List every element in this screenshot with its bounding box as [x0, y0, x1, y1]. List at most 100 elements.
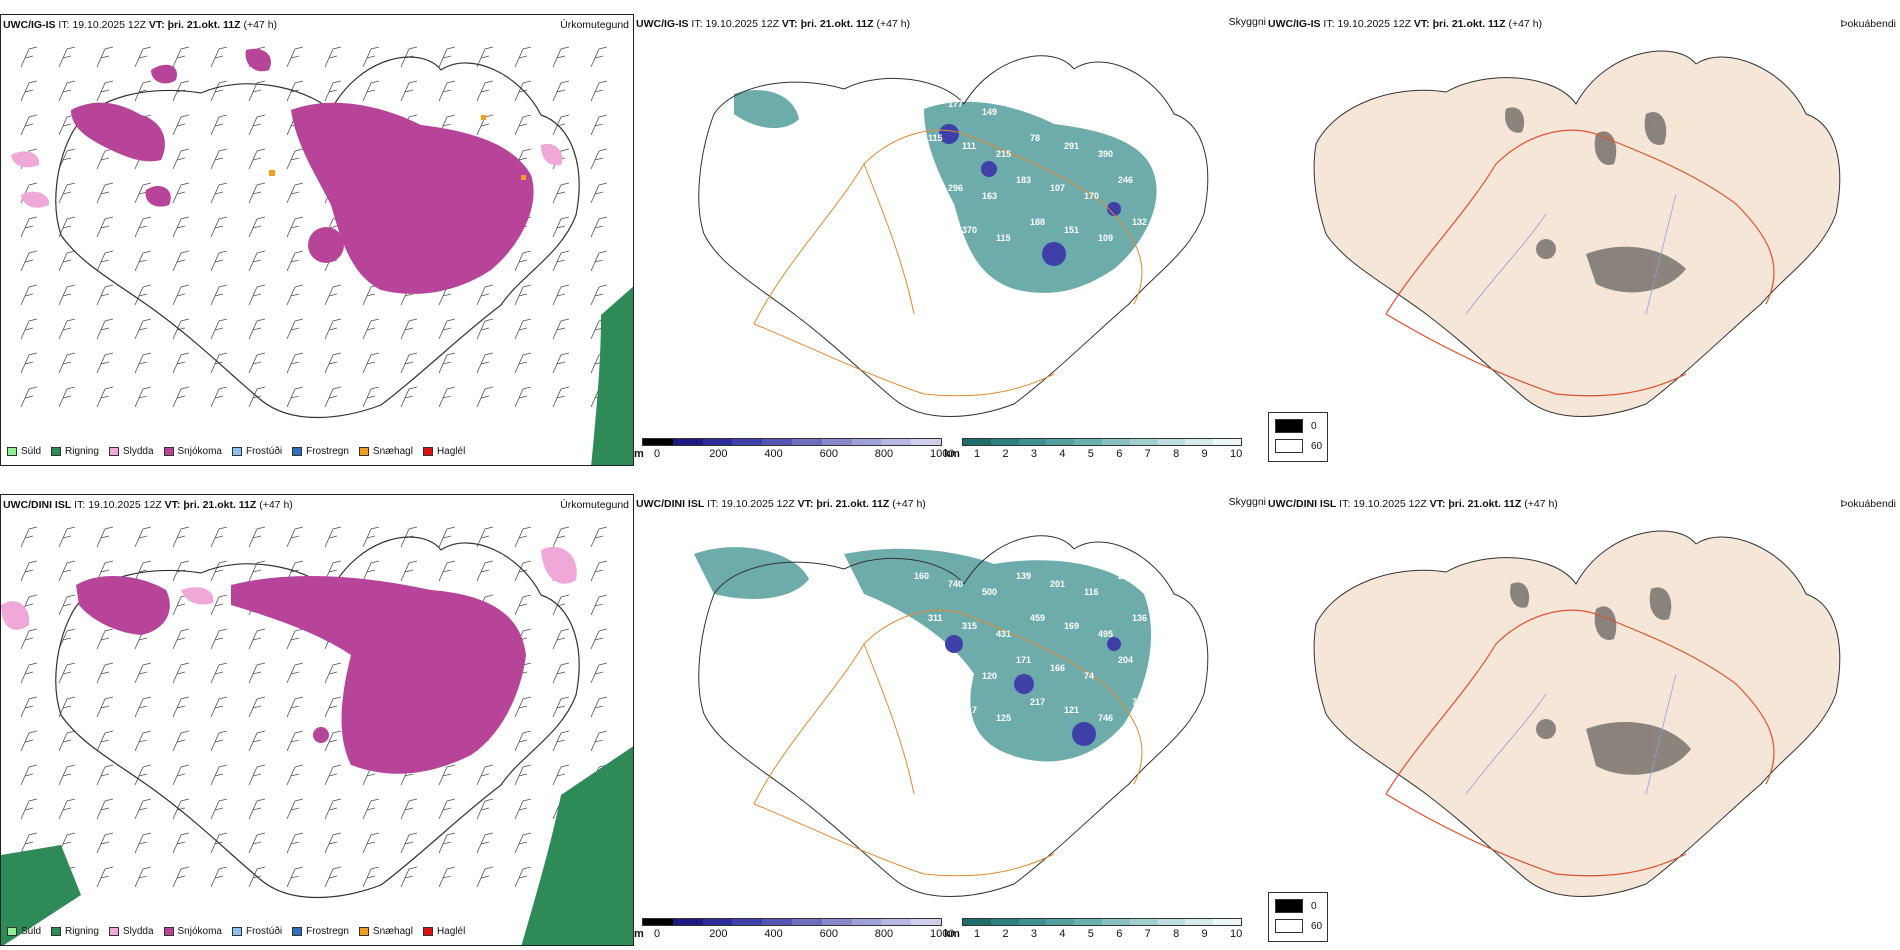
colorbar-tick: 1000 [930, 928, 955, 940]
wind-barb [96, 798, 114, 820]
ceiling-label: 248 [1118, 571, 1133, 581]
wind-barb [172, 662, 190, 684]
ceiling-labels: 160 740 500 139 201 116 248 311 315 431 459 169 495 1… [914, 571, 1147, 757]
wind-barb [58, 560, 76, 582]
colorbar-tick: 200 [709, 928, 728, 940]
ceiling-label: 169 [1064, 621, 1079, 631]
wind-barb [210, 662, 228, 684]
visibility-shading [734, 90, 1157, 293]
wind-barb [20, 526, 38, 548]
wind-barb [590, 182, 608, 204]
model-name: UWC/DINI ISL [636, 498, 705, 510]
fog-legend-high: 0 [1311, 421, 1317, 432]
wind-barb [476, 798, 494, 820]
colorbar-tick: 8 [1173, 448, 1180, 460]
iceland-coastline [698, 55, 1209, 417]
fog-legend-swatch-low [1275, 919, 1303, 933]
wind-barb [172, 318, 190, 340]
wind-barb [210, 560, 228, 582]
wind-barb [134, 526, 152, 548]
ceiling-label: 171 [1016, 655, 1031, 665]
wind-barb [590, 594, 608, 616]
ceiling-label: 296 [948, 183, 963, 193]
wind-barb [172, 352, 190, 374]
wind-barb [362, 832, 380, 854]
precip-legend: Súld Rigning Slydda Snjókoma Frostúði Frostre… [7, 926, 465, 937]
legend-item: Frostúði [231, 926, 282, 937]
ceiling-label: 149 [982, 107, 997, 117]
colorbar-tick: 2 [1002, 448, 1009, 460]
model-name: UWC/IG-IS [1268, 18, 1321, 30]
wind-barb [286, 318, 304, 340]
it-label: IT: [691, 18, 703, 30]
wind-barb [400, 866, 418, 888]
wind-barb [552, 250, 570, 272]
colorbar-segment [1018, 919, 1047, 925]
wind-barb [362, 284, 380, 306]
ceiling-label: 120 [982, 671, 997, 681]
wind-barb [58, 526, 76, 548]
wind-barb [362, 866, 380, 888]
vt-value: þri. 21.okt. 11Z [167, 19, 241, 31]
wind-barb [286, 250, 304, 272]
panel-header: UWC/DINI ISL IT: 19.10.2025 12Z VT: þri.… [3, 499, 293, 511]
wind-barb [514, 730, 532, 752]
legend-swatch [231, 447, 242, 456]
wind-barb [286, 866, 304, 888]
model-name: UWC/IG-IS [3, 19, 56, 31]
wind-barb [248, 764, 266, 786]
it-label: IT: [707, 498, 719, 510]
colorbar-tick: 5 [1087, 928, 1094, 940]
fog-panel-top: UWC/IG-IS IT: 19.10.2025 12Z VT: þri. 21… [1266, 14, 1900, 466]
wind-barb [324, 318, 342, 340]
legend-item: Slydda [108, 446, 154, 457]
wind-barb [20, 352, 38, 374]
colorbar-segment [702, 919, 733, 925]
wind-barb [210, 148, 228, 170]
colorbar-tick: 600 [819, 928, 838, 940]
ceiling-label: 179 [914, 739, 929, 749]
fog-map-top [1313, 50, 1841, 417]
wind-barb [324, 386, 342, 408]
vt-label: VT: [797, 498, 814, 510]
snowfall-areas [76, 575, 526, 774]
wind-barb [248, 832, 266, 854]
wind-barb [210, 250, 228, 272]
wind-barb [476, 80, 494, 102]
ceiling-label: 137 [928, 217, 943, 227]
wind-barb [514, 46, 532, 68]
wind-barb [514, 832, 532, 854]
wind-barb [96, 560, 114, 582]
wind-barb [210, 526, 228, 548]
colorbar-tick: 7 [1144, 448, 1151, 460]
ceiling-label: 163 [982, 191, 997, 201]
wind-barb [58, 284, 76, 306]
wind-barb [324, 46, 342, 68]
wind-barb [96, 526, 114, 548]
wind-barb [438, 352, 456, 374]
wind-barb [324, 352, 342, 374]
ceiling-label: 431 [996, 629, 1011, 639]
colorbar-segment [791, 919, 822, 925]
wind-barb [362, 560, 380, 582]
legend-item: Rigning [51, 926, 99, 937]
colorbar-tick: 3 [1030, 928, 1037, 940]
legend-swatch [108, 447, 119, 456]
wind-barb [552, 628, 570, 650]
wind-barb [248, 526, 266, 548]
wind-barb [362, 798, 380, 820]
legend-swatch [108, 927, 119, 936]
ceiling-label: 500 [982, 587, 997, 597]
colorbar-segment [851, 439, 882, 445]
legend-label: Frostregn [306, 446, 349, 457]
wind-barb [172, 114, 190, 136]
wind-barb [324, 560, 342, 582]
wind-barb [552, 696, 570, 718]
ceiling-label: 315 [962, 621, 977, 631]
colorbar-tick: 6 [1116, 448, 1123, 460]
colorbar-segment [762, 439, 792, 445]
wind-barb [438, 764, 456, 786]
model-name: UWC/DINI ISL [1268, 498, 1337, 510]
wind-barb [96, 832, 114, 854]
wind-barb [210, 866, 228, 888]
